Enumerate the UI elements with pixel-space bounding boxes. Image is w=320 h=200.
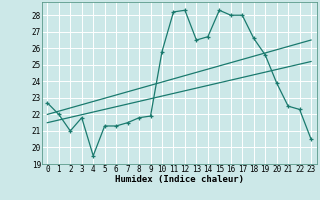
X-axis label: Humidex (Indice chaleur): Humidex (Indice chaleur) [115,175,244,184]
